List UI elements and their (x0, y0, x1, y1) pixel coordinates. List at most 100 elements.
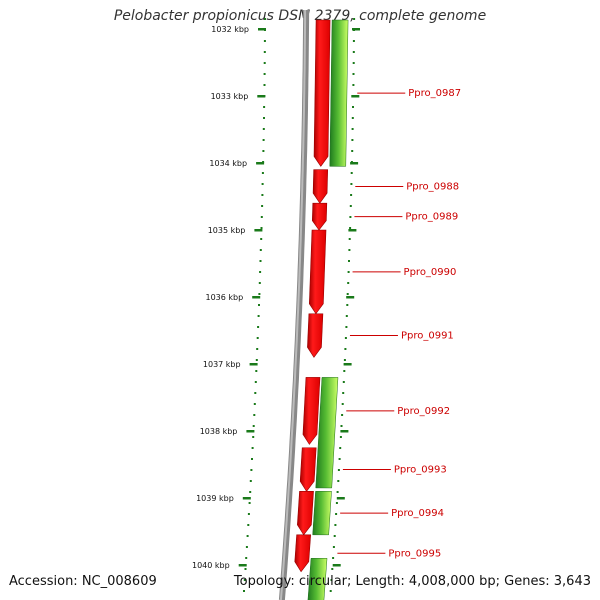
guide-dot (249, 491, 252, 493)
gene-label: Ppro_0992 (397, 406, 450, 417)
guide-dot (350, 172, 353, 174)
kbp-tick (252, 296, 261, 299)
guide-dot (342, 381, 345, 383)
feature-block (315, 377, 339, 489)
gene-arrow (307, 313, 324, 358)
kbp-tick (258, 28, 266, 31)
guide-dot (256, 348, 259, 350)
genome-backbone (278, 10, 310, 600)
guide-dot (352, 73, 355, 75)
backbone-highlight (279, 10, 307, 600)
kbp-label: 1040 kbp (192, 561, 230, 570)
guide-dot (260, 227, 263, 229)
guide-dot (261, 183, 264, 185)
kbp-tick-right (340, 430, 349, 433)
topology-label: Topology: circular; Length: 4,008,000 bp… (233, 574, 591, 589)
guide-dot (253, 403, 256, 405)
guide-dot (340, 425, 343, 427)
guide-dot (263, 62, 266, 64)
gene-labels: Ppro_0987 Ppro_0988 Ppro_0989 Ppro_0990 Ppro… (337, 88, 461, 559)
guide-dot (262, 150, 265, 152)
gene-label: Ppro_0989 (405, 212, 458, 223)
guide-dot (351, 150, 354, 152)
guide-dot (247, 513, 250, 515)
kbp-tick-right (352, 28, 360, 31)
guide-dot (252, 436, 255, 438)
guide-dot (258, 282, 261, 284)
guide-dot (251, 458, 253, 460)
guide-dot (248, 502, 251, 504)
kbp-axis: 1032 kbp 1033 kbp 1034 kbp 1035 kbp 1036 kbp… (192, 25, 360, 570)
guide-dot (251, 447, 254, 449)
guide-dot (263, 73, 266, 75)
kbp-tick (249, 363, 258, 366)
kbp-tick-right (343, 363, 352, 366)
kbp-label: 1035 kbp (208, 226, 246, 235)
guide-dot (257, 326, 260, 328)
guide-dot (263, 84, 266, 86)
kbp-label: 1033 kbp (211, 92, 249, 101)
guide-dot (245, 546, 248, 548)
guide-dot (262, 139, 265, 141)
kbp-tick-right (350, 162, 359, 165)
guide-dot (261, 172, 264, 174)
guide-dot (258, 304, 260, 306)
gene-label: Ppro_0993 (394, 465, 447, 476)
guide-dot (336, 491, 339, 493)
guide-dot (342, 392, 345, 394)
gene-label: Ppro_0990 (404, 267, 457, 278)
guide-dot (351, 117, 354, 119)
guide-dot (339, 447, 342, 449)
guide-dot (349, 216, 352, 218)
guide-dot (250, 469, 253, 471)
guide-dot (330, 579, 333, 581)
guide-dot (332, 546, 335, 548)
kbp-tick-right (336, 497, 345, 500)
guide-dot (255, 370, 258, 372)
map-title: Pelobacter propionicus DSM 2379, complet… (113, 8, 487, 24)
gene-arrow (313, 19, 331, 167)
guide-dot (352, 62, 355, 64)
kbp-tick (238, 564, 247, 567)
guide-dot (255, 359, 258, 361)
feature-block (307, 558, 328, 600)
guide-dot (353, 18, 356, 20)
guide-dot (259, 249, 262, 251)
guide-dot (351, 139, 354, 141)
guide-dot (257, 315, 260, 317)
guide-dot (247, 524, 250, 526)
guide-dot (345, 326, 348, 328)
guide-dot (254, 381, 257, 383)
guide-dot (245, 557, 248, 559)
guide-dot (352, 84, 355, 86)
guide-dot (335, 502, 338, 504)
guide-dot (264, 18, 267, 20)
guide-dot (249, 480, 252, 482)
guide-dot (352, 106, 354, 108)
guide-dot (260, 238, 263, 240)
guide-dot (260, 216, 263, 218)
guide-dot (345, 315, 348, 317)
kbp-tick (242, 497, 251, 500)
guide-dot (347, 271, 350, 273)
guide-dot (261, 205, 264, 207)
kbp-tick (257, 95, 266, 98)
guide-dot (335, 513, 338, 515)
guide-dot (352, 51, 355, 53)
kbp-tick (256, 162, 265, 165)
guide-dot (263, 106, 266, 108)
kbp-label: 1037 kbp (203, 360, 241, 369)
guide-dot (337, 469, 340, 471)
guide-dot (344, 348, 347, 350)
gene-label: Ppro_0995 (388, 548, 441, 559)
guide-dot (261, 194, 264, 196)
guide-dot (332, 557, 335, 559)
gene-arrow (299, 447, 317, 492)
kbp-tick-right (346, 296, 355, 299)
gene-arrow (302, 377, 321, 445)
guide-dot (329, 590, 332, 592)
guide-dot (338, 458, 341, 460)
guide-dot (252, 425, 255, 427)
feature-block (312, 491, 332, 536)
